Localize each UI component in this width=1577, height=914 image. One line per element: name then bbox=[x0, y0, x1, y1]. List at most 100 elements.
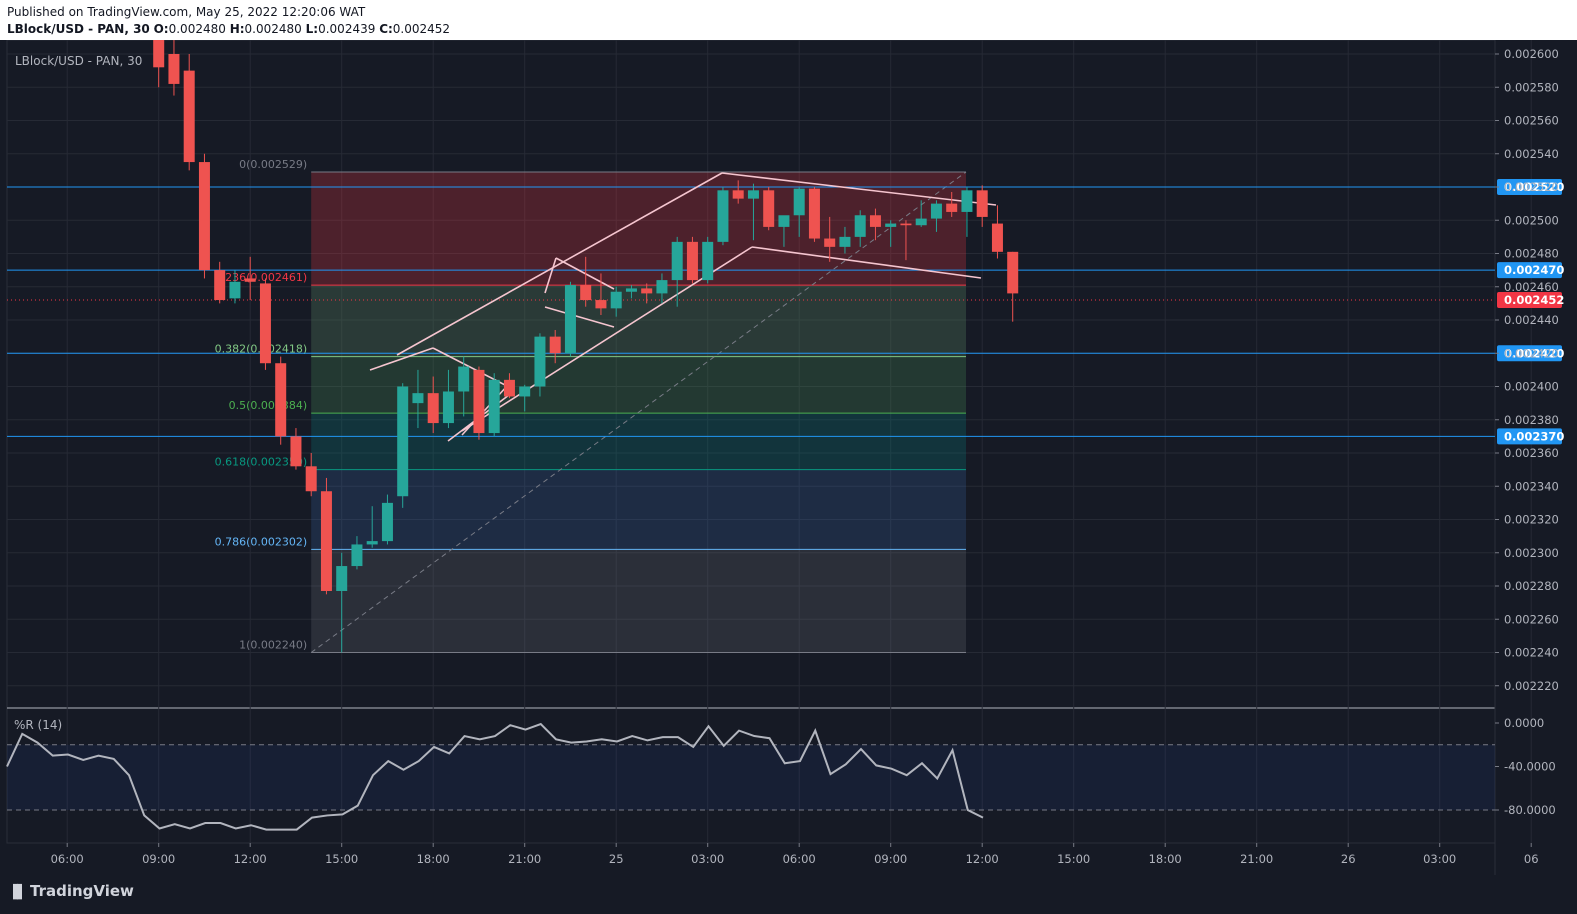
candle-up bbox=[458, 366, 470, 392]
candle-up bbox=[412, 393, 424, 404]
price-tick-label: 0.002520 bbox=[1504, 180, 1559, 194]
price-tick-label: 0.002260 bbox=[1504, 612, 1559, 626]
candle-up bbox=[397, 386, 409, 497]
fib-zone bbox=[311, 469, 966, 550]
candle-down bbox=[305, 466, 317, 492]
candle-up bbox=[961, 190, 973, 212]
time-tick-label: 12:00 bbox=[966, 852, 999, 866]
price-tick-label: 0.002380 bbox=[1504, 413, 1559, 427]
brand-name: TradingView bbox=[30, 882, 134, 900]
high-value: 0.002480 bbox=[244, 22, 302, 36]
candle-down bbox=[290, 436, 302, 467]
candle-up bbox=[793, 188, 805, 216]
level-price-badge bbox=[1497, 262, 1562, 279]
close-label: C: bbox=[379, 22, 393, 36]
close-value: 0.002452 bbox=[392, 22, 451, 36]
candle-down bbox=[595, 300, 607, 309]
fibonacci-retracement[interactable]: 0(0.002529)0.236(0.002461)0.382(0.002418… bbox=[215, 158, 967, 653]
chart-title: LBlock/USD - PAN, 30 bbox=[15, 54, 142, 68]
candle-up bbox=[930, 203, 942, 219]
pattern-line bbox=[751, 246, 982, 279]
candle-down bbox=[641, 288, 653, 294]
axes[interactable]: 0.002600 0.002580 0.002560 0.002540 0.002520… bbox=[51, 47, 1559, 866]
time-tick-label: 06:00 bbox=[51, 852, 84, 866]
candle-up bbox=[351, 544, 363, 567]
candle-down bbox=[946, 203, 958, 212]
candle-up bbox=[717, 190, 729, 242]
candle-up bbox=[702, 241, 714, 281]
oscillator-tick-label: -80.0000 bbox=[1504, 803, 1556, 817]
candle-up bbox=[839, 236, 851, 247]
price-chart[interactable]: 0(0.002529)0.236(0.002461)0.382(0.002418… bbox=[0, 40, 1577, 875]
pattern-line bbox=[369, 347, 434, 371]
time-tick-label: 03:00 bbox=[691, 852, 724, 866]
level-price-badge bbox=[1497, 345, 1562, 362]
time-tick-label: 15:00 bbox=[1057, 852, 1090, 866]
candle-up bbox=[366, 541, 378, 545]
time-tick-label: 18:00 bbox=[417, 852, 450, 866]
low-label: L: bbox=[305, 22, 319, 36]
fib-zone bbox=[311, 356, 966, 414]
price-tick-label: 0.002560 bbox=[1504, 114, 1559, 128]
last-price-badge bbox=[1497, 292, 1562, 309]
open-value: 0.002480 bbox=[168, 22, 226, 36]
ohlc-line: LBlock/USD - PAN, 30 O:0.002480 H:0.0024… bbox=[7, 22, 450, 36]
candle-up bbox=[610, 291, 622, 309]
fib-zone bbox=[311, 285, 966, 357]
candle-down bbox=[824, 238, 836, 247]
candle-up bbox=[442, 391, 454, 424]
price-tick-label: 0.002320 bbox=[1504, 513, 1559, 527]
fib-trend-line bbox=[310, 171, 967, 653]
price-tick-label: 0.002580 bbox=[1504, 80, 1559, 94]
fib-level-label: 0.236(0.002461) bbox=[215, 271, 308, 284]
fib-level-label: 0.786(0.002302) bbox=[215, 535, 308, 548]
candle-down bbox=[732, 190, 744, 199]
time-tick-label: 09:00 bbox=[874, 852, 907, 866]
candle-up bbox=[336, 566, 348, 591]
time-tick-label: 06:00 bbox=[783, 852, 816, 866]
candle-up bbox=[229, 281, 241, 299]
pattern-line bbox=[396, 172, 723, 356]
fib-zone bbox=[311, 172, 966, 286]
price-tick-label: 0.002400 bbox=[1504, 380, 1559, 394]
candle-up bbox=[778, 215, 790, 227]
horizontal-levels[interactable]: 0.002520 0.002470 0.002420 0.002370 0.002452 bbox=[7, 179, 1564, 445]
level-price-label: 0.002520 bbox=[1504, 180, 1564, 194]
candle-up bbox=[747, 190, 759, 199]
candle-up bbox=[519, 386, 531, 397]
pattern-line bbox=[544, 257, 557, 294]
oscillator-tick-label: 0.0000 bbox=[1504, 716, 1544, 730]
candle-down bbox=[427, 393, 439, 424]
symbol-interval: LBlock/USD - PAN, 30 bbox=[7, 22, 150, 36]
price-tick-label: 0.002420 bbox=[1504, 346, 1559, 360]
price-tick-label: 0.002300 bbox=[1504, 546, 1559, 560]
footer bbox=[0, 875, 1577, 914]
candle-down bbox=[153, 40, 165, 68]
publish-header: Published on TradingView.com, May 25, 20… bbox=[0, 0, 1577, 40]
oscillator-line bbox=[6, 722, 984, 831]
price-tick-label: 0.002440 bbox=[1504, 313, 1559, 327]
price-tick-label: 0.002360 bbox=[1504, 446, 1559, 460]
time-tick-label: 06 bbox=[1524, 852, 1539, 866]
candle-up bbox=[488, 379, 500, 434]
candle-down bbox=[214, 270, 226, 301]
candle-down bbox=[244, 278, 256, 282]
price-tick-label: 0.002480 bbox=[1504, 247, 1559, 261]
time-tick-label: 03:00 bbox=[1423, 852, 1456, 866]
tradingview-logo[interactable]: ▐▌ TradingView bbox=[8, 882, 134, 900]
candlestick-series bbox=[153, 40, 1019, 653]
oscillator-title: %R (14) bbox=[14, 718, 62, 732]
candle-up bbox=[625, 288, 637, 292]
published-text: Published on TradingView.com, May 25, 20… bbox=[7, 5, 366, 19]
candle-up bbox=[915, 218, 927, 226]
time-tick-label: 12:00 bbox=[234, 852, 267, 866]
candle-up bbox=[885, 223, 897, 227]
candle-down bbox=[473, 369, 485, 434]
level-price-badge bbox=[1497, 428, 1562, 445]
oscillator-tick-label: -40.0000 bbox=[1504, 760, 1556, 774]
fib-level-label: 0.5(0.002384) bbox=[229, 399, 308, 412]
last-price-label: 0.002452 bbox=[1504, 293, 1564, 307]
candle-up bbox=[854, 215, 866, 237]
price-tick-label: 0.002460 bbox=[1504, 280, 1559, 294]
fib-level-label: 0(0.002529) bbox=[239, 158, 307, 171]
